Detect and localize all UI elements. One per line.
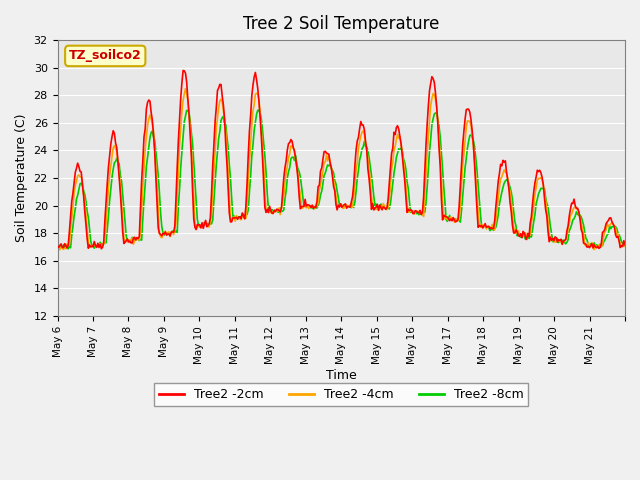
Line: Tree2 -2cm: Tree2 -2cm [58,71,625,249]
Legend: Tree2 -2cm, Tree2 -4cm, Tree2 -8cm: Tree2 -2cm, Tree2 -4cm, Tree2 -8cm [154,383,528,406]
Tree2 -8cm [65,246,72,252]
Tree2 -8cm [296,169,303,175]
Tree2 -4cm [54,244,61,250]
Tree2 -2cm [374,202,381,207]
Tree2 -8cm [621,243,629,249]
Title: Tree 2 Soil Temperature: Tree 2 Soil Temperature [243,15,440,33]
Line: Tree2 -8cm: Tree2 -8cm [58,110,625,249]
Tree2 -8cm [232,216,239,221]
Y-axis label: Soil Temperature (C): Soil Temperature (C) [15,114,28,242]
Tree2 -4cm [232,213,240,218]
Tree2 -2cm [572,203,579,209]
Tree2 -2cm [473,205,481,211]
Tree2 -8cm [255,108,263,113]
Tree2 -4cm [296,185,303,191]
Tree2 -8cm [374,205,381,211]
Tree2 -2cm [232,215,240,220]
Tree2 -8cm [572,213,579,219]
Text: TZ_soilco2: TZ_soilco2 [69,49,141,62]
Tree2 -2cm [54,243,61,249]
Tree2 -2cm [401,177,408,182]
Tree2 -4cm [473,190,481,196]
Tree2 -2cm [296,194,303,200]
Tree2 -4cm [182,85,189,91]
Tree2 -8cm [401,159,408,165]
X-axis label: Time: Time [326,369,356,382]
Tree2 -2cm [179,68,187,73]
Tree2 -4cm [56,247,64,252]
Tree2 -4cm [572,204,579,210]
Tree2 -4cm [401,169,408,175]
Tree2 -2cm [621,242,629,248]
Tree2 -4cm [374,206,381,212]
Tree2 -8cm [54,243,61,249]
Tree2 -4cm [621,243,629,249]
Tree2 -8cm [473,167,481,173]
Tree2 -2cm [97,246,105,252]
Line: Tree2 -4cm: Tree2 -4cm [58,88,625,250]
